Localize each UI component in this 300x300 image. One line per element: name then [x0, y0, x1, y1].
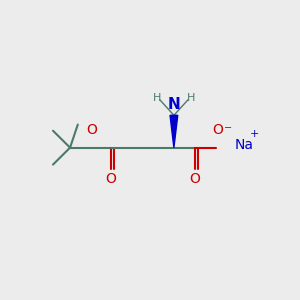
Text: O: O	[106, 172, 117, 186]
Text: +: +	[250, 129, 259, 139]
Text: O: O	[86, 123, 97, 137]
Polygon shape	[170, 115, 178, 148]
Text: O: O	[189, 172, 200, 186]
Text: −: −	[224, 123, 232, 133]
Text: O: O	[212, 123, 223, 137]
Text: H: H	[187, 93, 195, 103]
Text: Na: Na	[234, 138, 253, 152]
Text: H: H	[153, 93, 161, 103]
Text: N: N	[167, 97, 180, 112]
